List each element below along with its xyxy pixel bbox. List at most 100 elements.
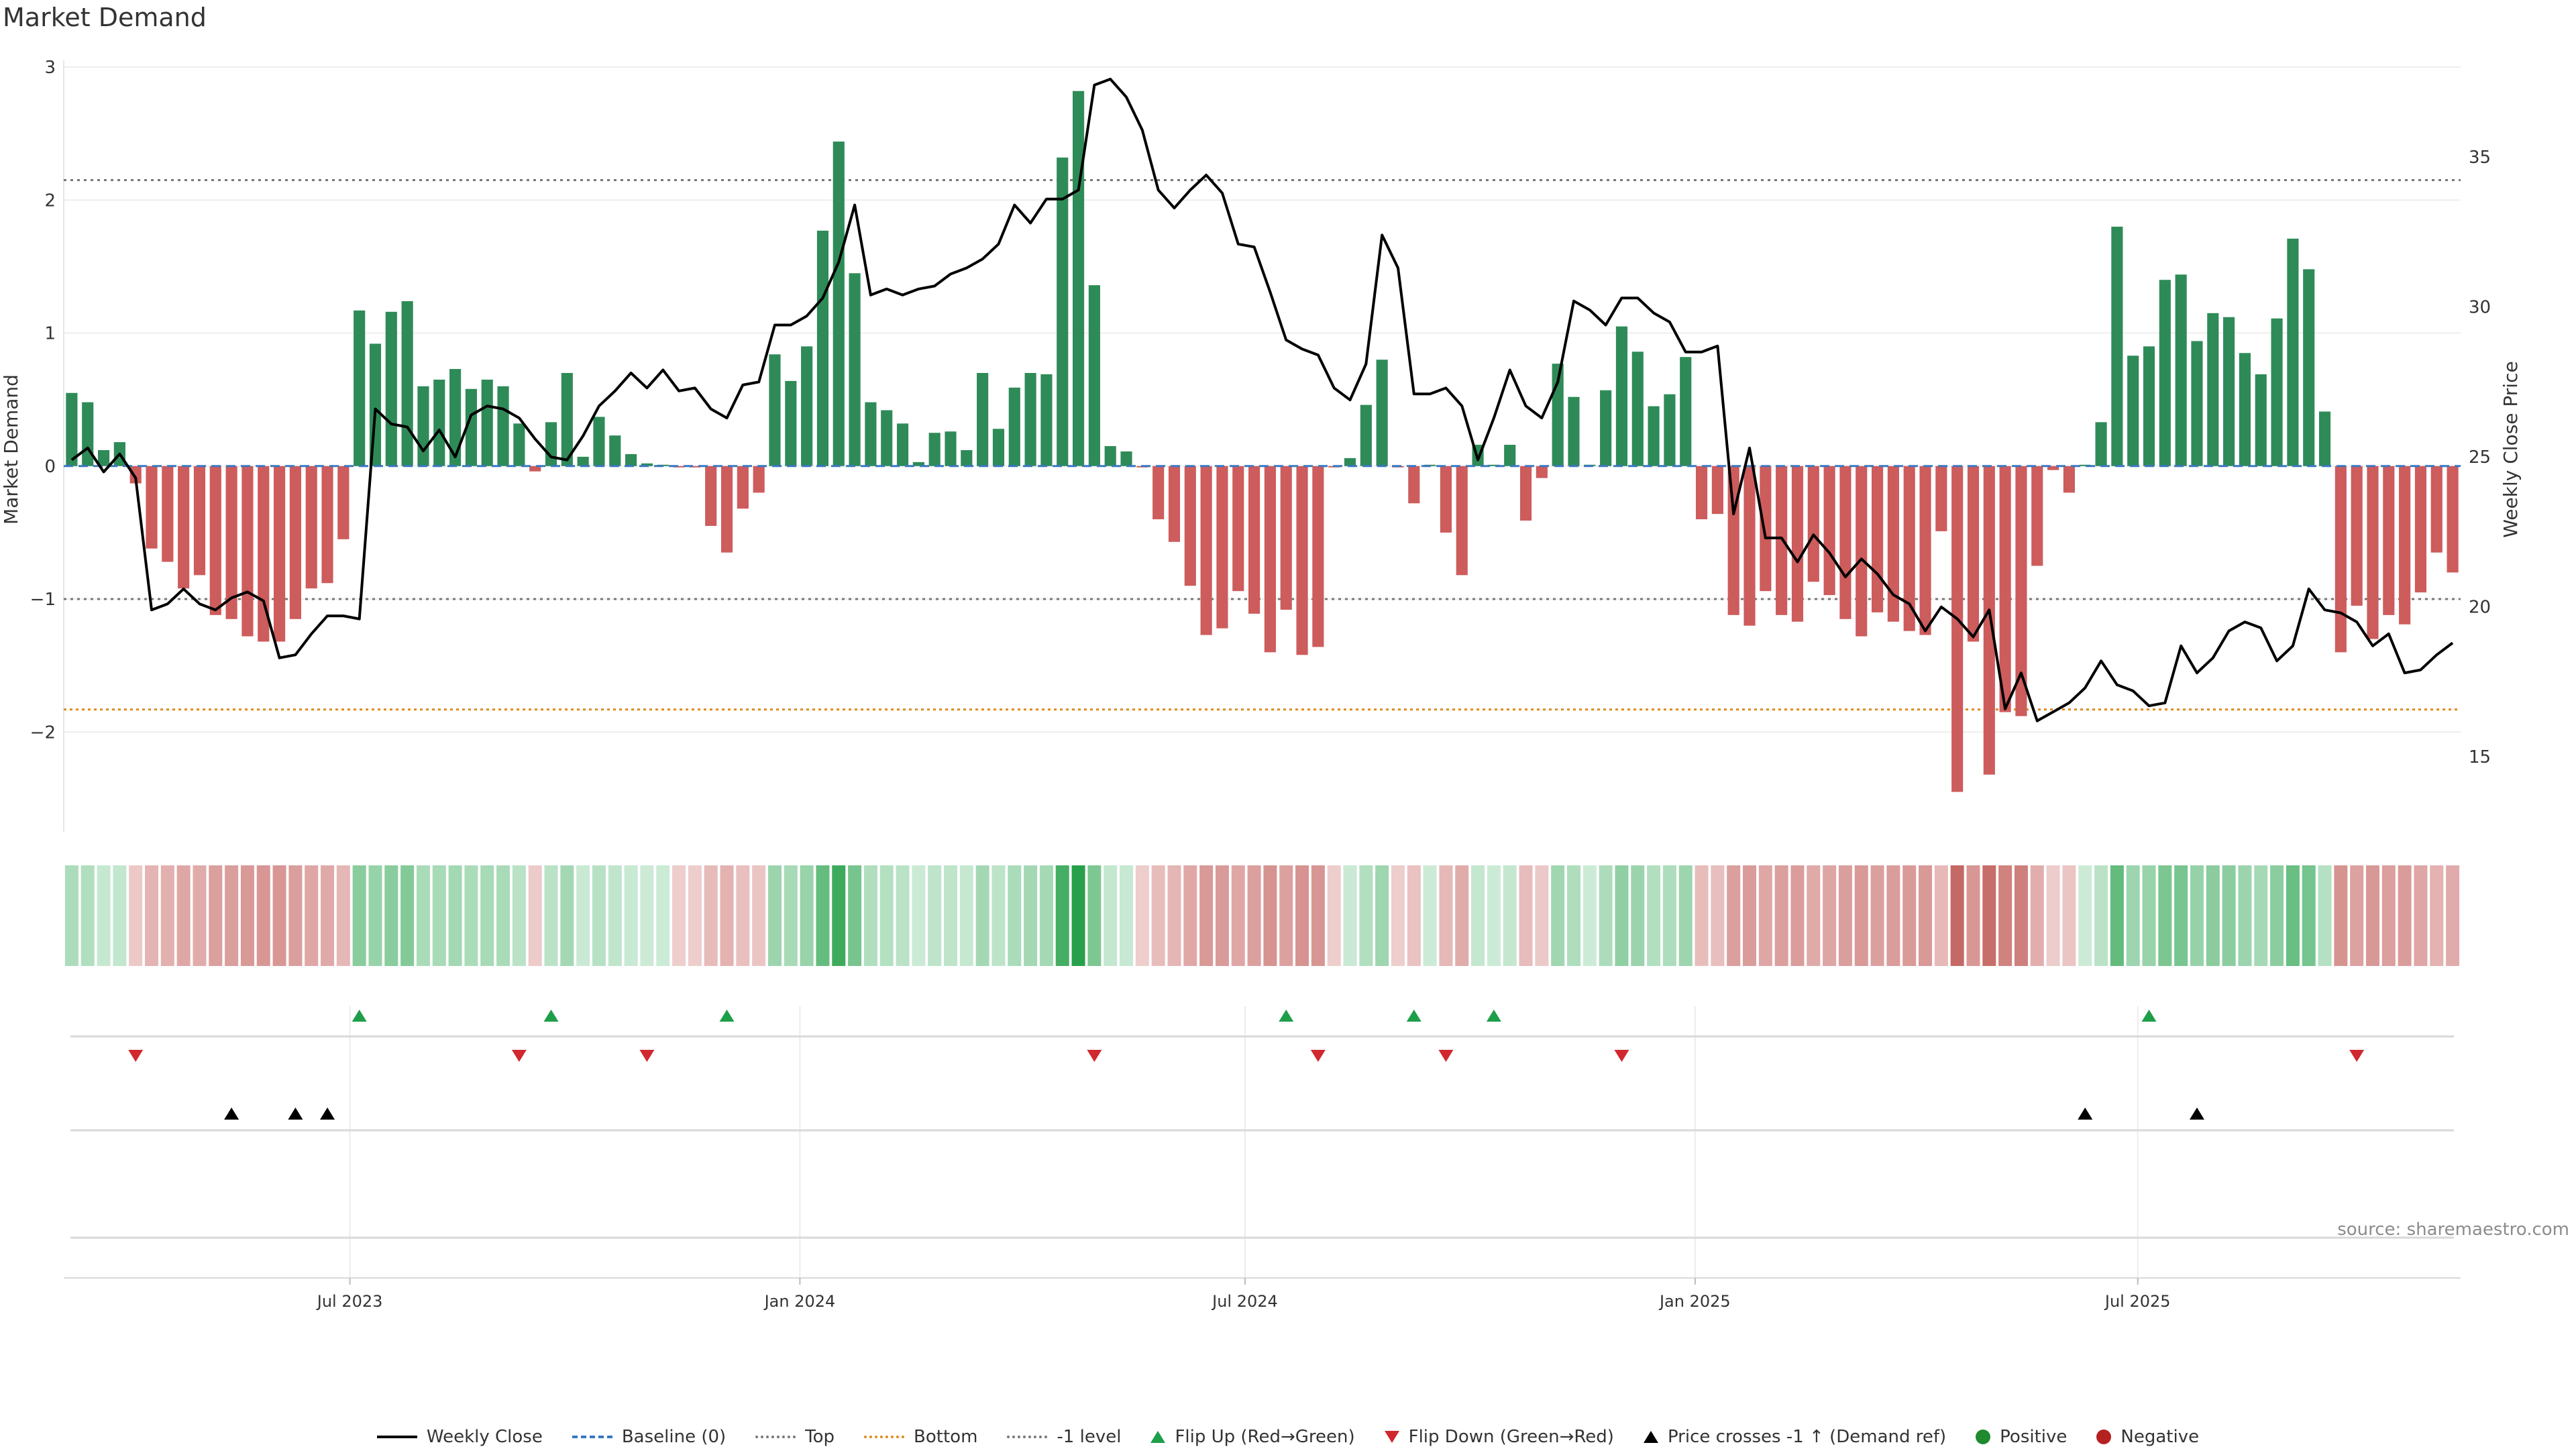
heat-cell	[848, 865, 862, 966]
heat-cell	[2126, 865, 2140, 966]
legend-item-bottom[interactable]: Bottom	[864, 1427, 977, 1447]
demand-bar	[1999, 466, 2011, 712]
demand-bar	[2159, 280, 2171, 466]
demand-bar	[785, 380, 797, 466]
legend-item-baseline[interactable]: Baseline (0)	[572, 1427, 726, 1447]
demand-bar	[1456, 466, 1468, 576]
heat-cell	[1838, 865, 1852, 966]
legend-dotted-line-icon	[864, 1436, 905, 1438]
demand-bar	[1296, 466, 1308, 655]
heat-cell	[975, 865, 989, 966]
heat-cell	[2030, 865, 2044, 966]
demand-bar	[1903, 466, 1915, 631]
heat-cell	[1678, 865, 1693, 966]
legend-item-price-crosses[interactable]: Price crosses -1 ↑ (Demand ref)	[1643, 1427, 1946, 1447]
triangle-up-icon	[1150, 1431, 1166, 1443]
heat-cell	[1039, 865, 1053, 966]
heat-cell	[2174, 865, 2188, 966]
legend-item-negative[interactable]: Negative	[2096, 1427, 2199, 1447]
demand-bar	[1360, 405, 1372, 466]
flip-up-marker	[1406, 1010, 1421, 1022]
heat-cell	[1870, 865, 1884, 966]
legend-item-positive[interactable]: Positive	[1976, 1427, 2067, 1447]
demand-bar	[2207, 313, 2219, 466]
demand-bar	[1711, 466, 1723, 515]
heat-cell	[1279, 865, 1293, 966]
legend-label: Top	[805, 1427, 835, 1447]
heat-cell	[1566, 865, 1580, 966]
demand-bar	[977, 373, 989, 466]
heat-cell	[272, 865, 286, 966]
legend-item-weekly-close[interactable]: Weekly Close	[376, 1427, 543, 1447]
heat-cell	[1024, 865, 1038, 966]
legend-label: Positive	[2000, 1427, 2068, 1447]
heat-cell	[1599, 865, 1613, 966]
x-tick-label: Jul 2024	[1211, 1292, 1278, 1311]
heat-cell	[879, 865, 894, 966]
demand-bar	[1440, 466, 1452, 533]
flip-up-marker	[543, 1010, 559, 1022]
heat-cell	[160, 865, 174, 966]
heat-cell	[1120, 865, 1134, 966]
heat-cell	[560, 865, 574, 966]
heat-cell	[2094, 865, 2108, 966]
heat-cell	[1183, 865, 1197, 966]
heat-cell	[1439, 865, 1453, 966]
heat-cell	[1647, 865, 1661, 966]
legend-label: Negative	[2121, 1427, 2200, 1447]
legend-item-flip-down[interactable]: Flip Down (Green→Red)	[1384, 1427, 1614, 1447]
heat-cell	[1359, 865, 1373, 966]
heat-cell	[1215, 865, 1229, 966]
demand-bar	[1727, 466, 1739, 615]
heat-cell	[672, 865, 686, 966]
heat-cell	[704, 865, 718, 966]
heat-cell	[544, 865, 558, 966]
heat-cell	[2365, 865, 2379, 966]
heat-cell	[1167, 865, 1181, 966]
demand-bar	[97, 449, 110, 466]
demand-bar	[689, 466, 701, 468]
legend-item-minus-one[interactable]: -1 level	[1007, 1427, 1121, 1447]
legend-item-top[interactable]: Top	[755, 1427, 835, 1447]
demand-bar	[1200, 466, 1212, 635]
demand-bar	[961, 449, 973, 466]
heat-cell	[225, 865, 239, 966]
demand-bar	[896, 423, 909, 466]
heat-cell	[2158, 865, 2172, 966]
x-tick-label: Jan 2025	[1658, 1292, 1731, 1311]
demand-bar	[2367, 466, 2379, 639]
demand-bar	[1408, 466, 1420, 504]
heat-cell	[2206, 865, 2220, 966]
heat-cell	[1055, 865, 1069, 966]
demand-bar	[753, 466, 765, 493]
demand-bar	[258, 466, 270, 642]
demand-bar	[593, 417, 605, 466]
demand-bar	[1376, 360, 1388, 466]
legend-item-flip-up[interactable]: Flip Up (Red→Green)	[1150, 1427, 1355, 1447]
demand-bar	[497, 386, 509, 466]
heat-cell	[1423, 865, 1437, 966]
demand-bar	[720, 466, 733, 553]
demand-bar	[2303, 269, 2315, 466]
demand-bar	[2334, 466, 2347, 653]
demand-bar	[1823, 466, 1835, 596]
heat-cell	[416, 865, 430, 966]
heat-cell	[305, 865, 319, 966]
heat-cell	[1982, 865, 1996, 966]
demand-bar	[1600, 390, 1612, 466]
demand-bar	[2111, 226, 2123, 466]
heat-cell	[368, 865, 382, 966]
heat-cell	[784, 865, 798, 966]
heat-cell	[2190, 865, 2204, 966]
y2-tick-label: 15	[2469, 747, 2491, 767]
heat-cell	[512, 865, 526, 966]
heat-cell	[1758, 865, 1772, 966]
heat-cell	[129, 865, 143, 966]
flip-up-marker	[719, 1010, 735, 1022]
heat-cell	[2046, 865, 2060, 966]
demand-bar	[385, 311, 397, 466]
x-tick-label: Jan 2024	[763, 1292, 836, 1311]
demand-bar	[641, 463, 653, 466]
legend-label: Baseline (0)	[621, 1427, 727, 1447]
heat-cell	[384, 865, 398, 966]
